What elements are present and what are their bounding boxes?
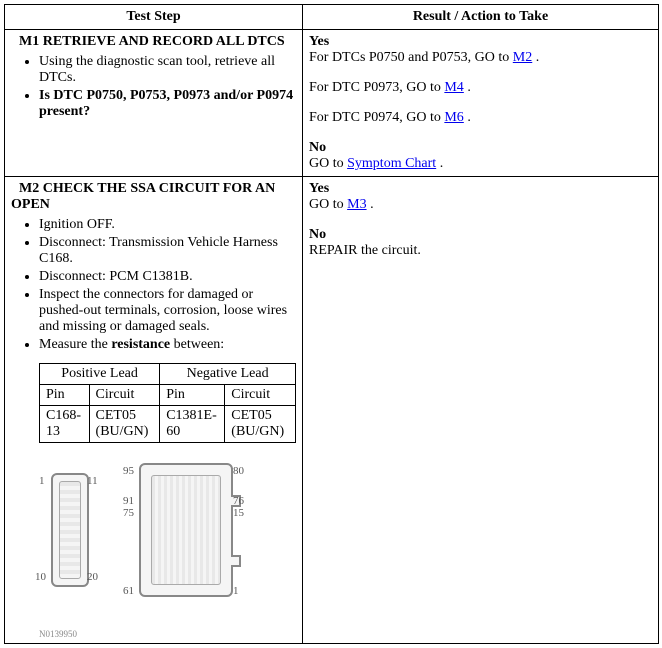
text: between: xyxy=(170,337,224,352)
cell: CET05 (BU/GN) xyxy=(225,406,296,443)
text: resistance xyxy=(111,337,170,352)
pin-label: 95 xyxy=(123,465,134,477)
list-item: Using the diagnostic scan tool, retrieve… xyxy=(39,54,296,86)
col-circuit: Circuit xyxy=(89,385,160,406)
m1-bullets: Using the diagnostic scan tool, retrieve… xyxy=(11,54,296,120)
result-text: For DTC P0973, GO to xyxy=(309,80,444,95)
text: Measure the xyxy=(39,337,111,352)
header-result: Result / Action to Take xyxy=(303,5,659,30)
result-text: GO to xyxy=(309,156,347,171)
pin-label: 10 xyxy=(35,571,46,583)
col-group-positive: Positive Lead xyxy=(40,364,160,385)
diagnostic-table: Test Step Result / Action to Take M1 RET… xyxy=(4,4,659,644)
result-text: . xyxy=(367,197,374,212)
cell: CET05 (BU/GN) xyxy=(89,406,160,443)
connector-big xyxy=(139,463,233,597)
m1-title: M1 RETRIEVE AND RECORD ALL DTCS xyxy=(11,34,296,50)
connector-small xyxy=(51,473,89,587)
cell: C1381E-60 xyxy=(160,406,225,443)
yes-label: Yes xyxy=(309,181,329,196)
link-symptom-chart[interactable]: Symptom Chart xyxy=(347,156,436,171)
diagram-id: N0139950 xyxy=(39,629,296,639)
no-label: No xyxy=(309,140,326,155)
yes-label: Yes xyxy=(309,34,329,49)
cell: C168-13 xyxy=(40,406,90,443)
no-label: No xyxy=(309,227,326,242)
pin-label: 11 xyxy=(87,475,98,487)
pin-label: 1 xyxy=(39,475,45,487)
link-m2[interactable]: M2 xyxy=(513,50,532,65)
m2-bullets: Ignition OFF. Disconnect: Transmission V… xyxy=(11,217,296,353)
col-group-negative: Negative Lead xyxy=(160,364,296,385)
result-text: . xyxy=(464,110,471,125)
pin-label: 20 xyxy=(87,571,98,583)
list-item: Disconnect: Transmission Vehicle Harness… xyxy=(39,235,296,267)
table-row: M2 CHECK THE SSA CIRCUIT FOR AN OPEN Ign… xyxy=(5,177,659,644)
table-row: M1 RETRIEVE AND RECORD ALL DTCS Using th… xyxy=(5,30,659,177)
result-text: For DTCs P0750 and P0753, GO to xyxy=(309,50,513,65)
resistance-table: Positive Lead Negative Lead Pin Circuit … xyxy=(39,363,296,443)
pin-label: 1 xyxy=(233,585,239,597)
result-text: . xyxy=(464,80,471,95)
pin-label: 15 xyxy=(233,507,244,519)
result-text: For DTC P0974, GO to xyxy=(309,110,444,125)
result-text: GO to xyxy=(309,197,347,212)
list-item: Is DTC P0750, P0753, P0973 and/or P0974 … xyxy=(39,88,296,120)
pin-label: 76 xyxy=(233,495,244,507)
list-item: Disconnect: PCM C1381B. xyxy=(39,269,296,285)
link-m4[interactable]: M4 xyxy=(444,80,463,95)
list-item: Inspect the connectors for damaged or pu… xyxy=(39,287,296,335)
result-text: . xyxy=(532,50,539,65)
col-circuit: Circuit xyxy=(225,385,296,406)
list-item: Ignition OFF. xyxy=(39,217,296,233)
pin-label: 80 xyxy=(233,465,244,477)
pin-label: 91 xyxy=(123,495,134,507)
link-m3[interactable]: M3 xyxy=(347,197,366,212)
result-text: REPAIR the circuit. xyxy=(309,243,652,259)
m2-title: M2 CHECK THE SSA CIRCUIT FOR AN OPEN xyxy=(11,181,296,213)
link-m6[interactable]: M6 xyxy=(444,110,463,125)
connector-diagram: 1 11 10 20 95 80 91 75 76 15 61 xyxy=(39,463,279,623)
col-pin: Pin xyxy=(160,385,225,406)
pin-label: 61 xyxy=(123,585,134,597)
list-item: Measure the resistance between: xyxy=(39,337,296,353)
result-text: . xyxy=(436,156,443,171)
pin-label: 75 xyxy=(123,507,134,519)
col-pin: Pin xyxy=(40,385,90,406)
header-test-step: Test Step xyxy=(5,5,303,30)
